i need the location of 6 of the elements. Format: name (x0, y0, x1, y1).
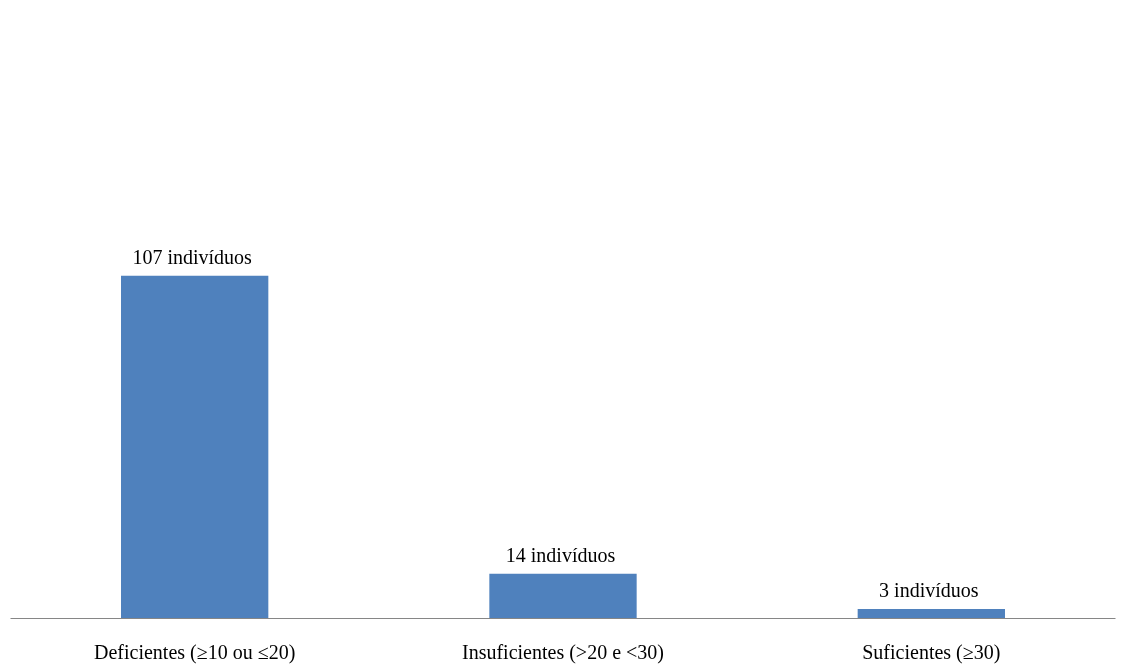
x-tick-label: Suficientes (≥30) (862, 640, 1001, 664)
x-tick-label: Deficientes (≥10 ou ≤20) (94, 640, 296, 664)
x-tick-label: Insuficientes (>20 e <30) (462, 640, 664, 664)
data-label: 3 indivíduos (879, 578, 979, 601)
data-label: 14 indivíduos (505, 543, 616, 566)
data-label: 107 indivíduos (132, 245, 253, 268)
